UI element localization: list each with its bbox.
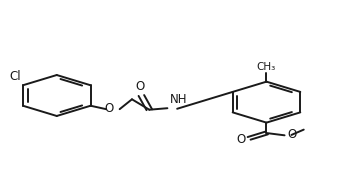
Text: Cl: Cl bbox=[9, 70, 21, 83]
Text: NH: NH bbox=[170, 93, 188, 106]
Text: O: O bbox=[135, 80, 144, 93]
Text: O: O bbox=[287, 128, 296, 142]
Text: O: O bbox=[236, 133, 245, 146]
Text: O: O bbox=[105, 102, 114, 115]
Text: CH₃: CH₃ bbox=[257, 62, 276, 72]
